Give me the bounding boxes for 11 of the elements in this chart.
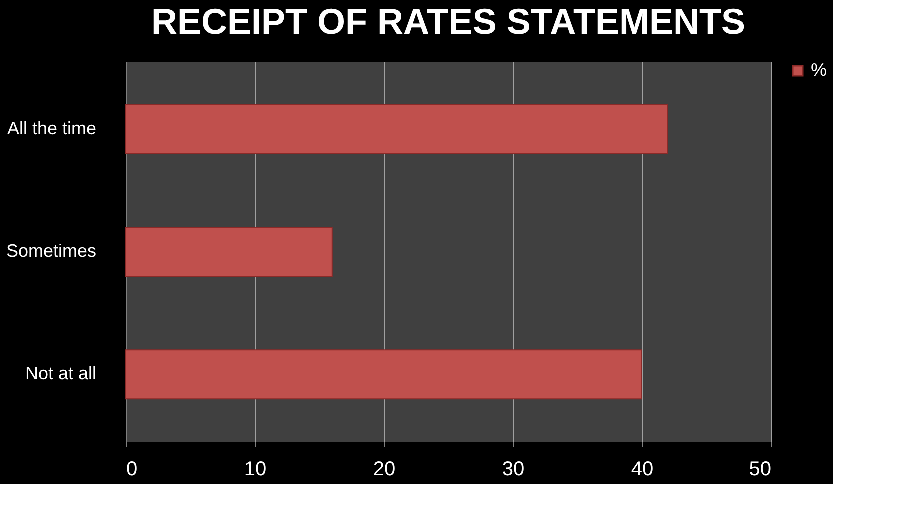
x-tick-label: 40 (631, 458, 654, 480)
x-tick-label: 50 (749, 458, 772, 480)
y-tick-label: Sometimes (6, 241, 96, 261)
x-tick-label: 30 (502, 458, 525, 480)
x-tick-label: 20 (373, 458, 396, 480)
x-tick-label: 10 (244, 458, 267, 480)
legend-label: % (811, 60, 828, 80)
y-tick-label: All the time (7, 118, 96, 138)
x-tick-label: 0 (126, 458, 138, 480)
chart-title: RECEIPT OF RATES STATEMENTS (151, 1, 746, 42)
y-tick-label: Not at all (25, 364, 96, 384)
